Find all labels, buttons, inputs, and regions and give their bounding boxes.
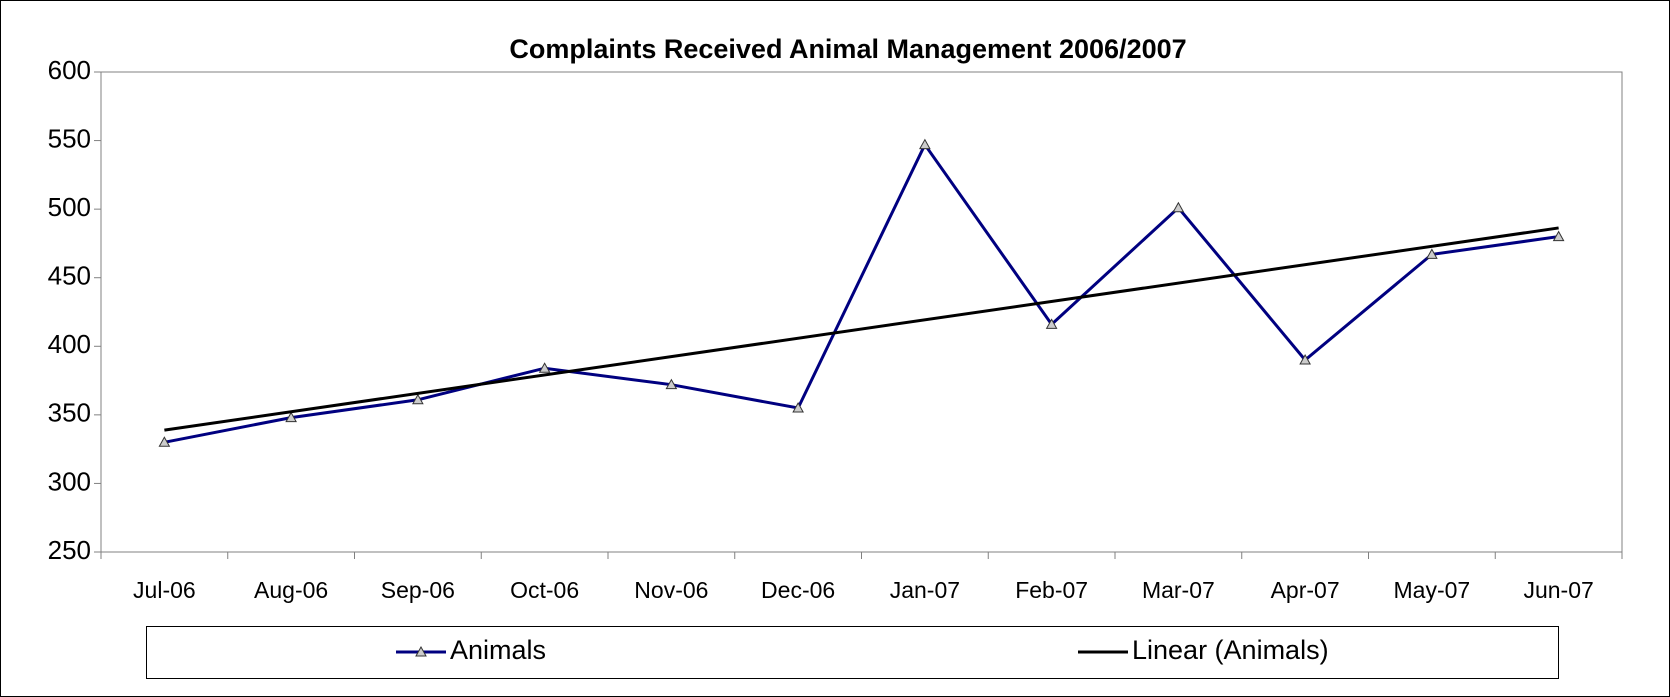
x-tick-label: Sep-06 <box>381 577 455 603</box>
x-tick-label: Oct-06 <box>510 577 579 603</box>
chart-title: Complaints Received Animal Management 20… <box>509 34 1186 64</box>
point-marker <box>1299 353 1311 365</box>
y-tick-label: 350 <box>48 398 91 428</box>
legend-label: Linear (Animals) <box>1132 635 1329 665</box>
legend-marker <box>415 645 427 657</box>
x-tick-label: Nov-06 <box>634 577 708 603</box>
y-tick-label: 400 <box>48 329 91 359</box>
x-tick-label: Feb-07 <box>1015 577 1088 603</box>
point-marker <box>1426 248 1438 259</box>
x-tick-label: Apr-07 <box>1271 577 1340 603</box>
series-line <box>164 141 1559 444</box>
point-marker <box>919 138 931 150</box>
point-marker <box>158 436 171 447</box>
y-tick-label: 550 <box>48 123 91 153</box>
point-marker <box>538 362 551 373</box>
point-marker <box>1172 201 1185 213</box>
point-marker <box>792 401 804 413</box>
y-tick-label: 300 <box>48 466 91 496</box>
x-tick-label: May-07 <box>1394 577 1471 603</box>
point-marker <box>412 393 424 405</box>
x-tick-label: Dec-06 <box>761 577 835 603</box>
x-tick-label: Mar-07 <box>1142 577 1215 603</box>
y-tick-label: 500 <box>48 192 91 222</box>
y-tick-label: 600 <box>48 55 91 85</box>
legend-label: Animals <box>450 635 546 665</box>
point-marker <box>1045 318 1058 329</box>
y-tick-label: 250 <box>48 535 91 565</box>
x-tick-label: Jul-06 <box>133 577 196 603</box>
point-marker <box>285 411 297 423</box>
x-tick-label: Jun-07 <box>1523 577 1593 603</box>
trend-line <box>164 226 1559 432</box>
y-tick-label: 450 <box>48 261 91 291</box>
x-tick-label: Aug-06 <box>254 577 328 603</box>
legend <box>146 626 1559 679</box>
point-marker <box>665 378 678 390</box>
point-marker <box>1552 230 1565 242</box>
x-tick-label: Jan-07 <box>890 577 960 603</box>
